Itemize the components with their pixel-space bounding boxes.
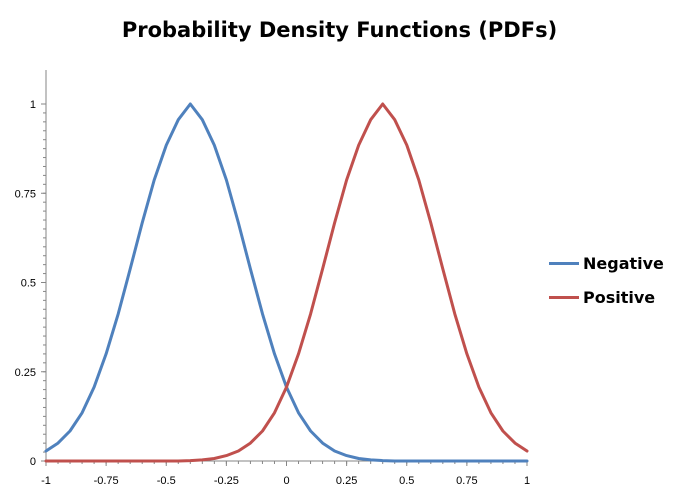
y-tick-label: 0.5	[21, 278, 36, 290]
x-tick-label: -1	[41, 475, 51, 487]
x-tick-label: 0	[283, 475, 289, 487]
legend-label-negative: Negative	[583, 253, 664, 273]
x-tick-label: -0.5	[157, 475, 176, 487]
axes: 0 0.25 0.5 0.75 1 -1 -0.75 -0.5 -0.25 0 0.25 0.5 0.7…	[15, 70, 530, 487]
legend-swatch-negative	[549, 261, 579, 265]
y-tick-label: 0.75	[15, 188, 36, 200]
y-tick-label: 0	[30, 456, 36, 468]
legend-item-positive: Positive	[549, 280, 664, 314]
x-tick-label: -0.75	[94, 475, 119, 487]
series-line-negative	[44, 102, 529, 463]
x-tick-label: 0.5	[399, 475, 414, 487]
x-tick-label: 1	[524, 475, 530, 487]
x-tick-label: -0.25	[214, 475, 239, 487]
y-tick-label: 1	[30, 99, 36, 111]
legend-label-positive: Positive	[583, 287, 656, 307]
x-tick-label: 0.75	[456, 475, 477, 487]
series-line-positive	[44, 102, 529, 463]
legend: Negative Positive	[549, 246, 664, 314]
legend-swatch-positive	[549, 295, 579, 299]
x-tick-label: 0.25	[336, 475, 357, 487]
y-tick-label: 0.25	[15, 367, 36, 379]
series-layer	[44, 102, 529, 463]
legend-item-negative: Negative	[549, 246, 664, 280]
chart-title: Probability Density Functions (PDFs)	[121, 18, 558, 42]
